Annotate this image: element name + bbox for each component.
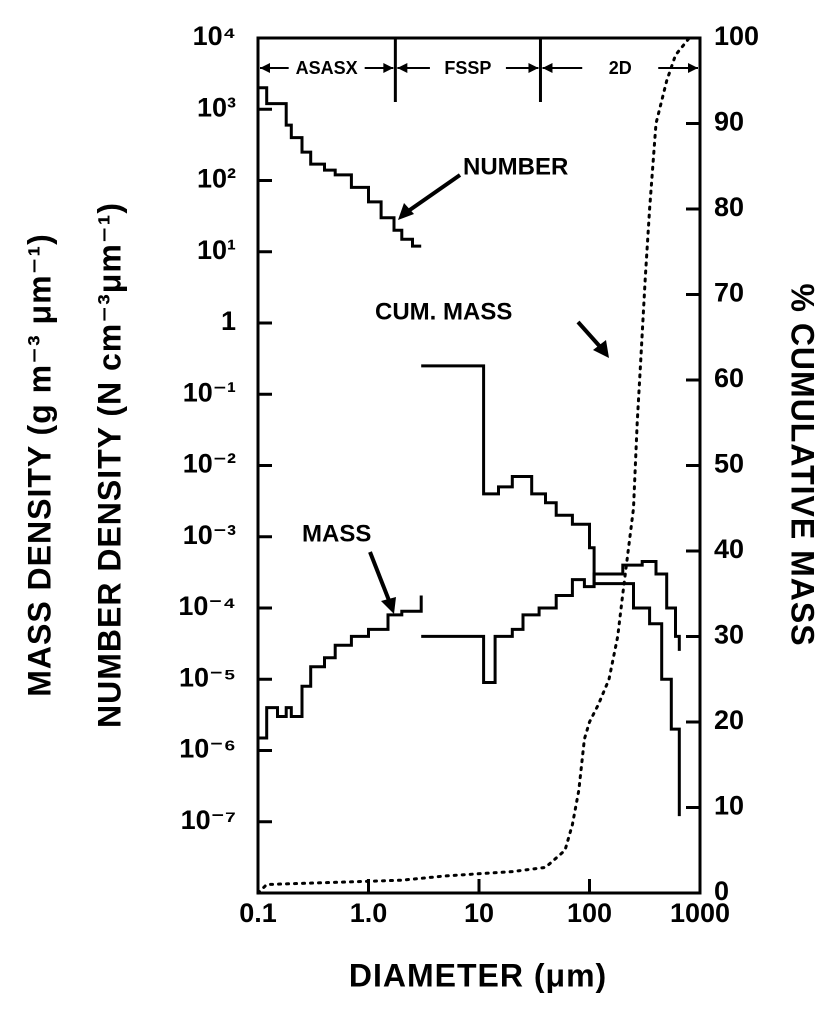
y2-tick-label: 50 bbox=[714, 449, 744, 479]
y2-tick-label: 0 bbox=[714, 876, 729, 906]
y2-axis-label: % CUMULATIVE MASS bbox=[785, 283, 821, 646]
annotation: CUM. MASS bbox=[375, 298, 512, 325]
annotation: MASS bbox=[302, 520, 371, 547]
arrow bbox=[368, 551, 392, 604]
y-axis-label: MASS DENSITY (g m⁻³ μm⁻¹) bbox=[21, 233, 57, 697]
arrow bbox=[402, 173, 462, 216]
y-tick-label: 1 bbox=[221, 306, 236, 336]
x-tick-label: 1000 bbox=[670, 898, 730, 928]
y-tick-label: 10⁻⁴ bbox=[178, 591, 236, 621]
instrument-label: ASASX bbox=[296, 58, 358, 78]
range-arrow bbox=[542, 63, 553, 73]
y-tick-label: 10⁻⁷ bbox=[181, 805, 236, 835]
x-tick-label: 1.0 bbox=[350, 898, 388, 928]
y-tick-label: 10⁻¹ bbox=[183, 377, 236, 407]
annotation: NUMBER bbox=[463, 153, 568, 180]
y-tick-label: 10⁴ bbox=[193, 21, 236, 51]
y-tick-label: 10² bbox=[197, 164, 236, 194]
y2-tick-label: 90 bbox=[714, 107, 744, 137]
series-line bbox=[256, 36, 691, 895]
range-arrow bbox=[397, 63, 408, 73]
range-label-bg bbox=[288, 56, 365, 80]
series-line bbox=[258, 560, 681, 740]
instrument-label: FSSP bbox=[444, 58, 491, 78]
x-tick-label: 100 bbox=[567, 898, 612, 928]
arrowhead bbox=[398, 203, 414, 220]
y-tick-label: 10³ bbox=[197, 92, 236, 122]
series-line bbox=[258, 86, 681, 817]
arrowhead bbox=[593, 340, 609, 358]
y2-tick-label: 100 bbox=[714, 21, 759, 51]
y-axis-label-secondary: NUMBER DENSITY (N cm⁻³μm⁻¹) bbox=[91, 202, 127, 728]
y2-tick-label: 30 bbox=[714, 620, 744, 650]
x-axis-label: DIAMETER (μm) bbox=[349, 957, 607, 993]
y2-tick-label: 80 bbox=[714, 192, 744, 222]
arrow bbox=[576, 320, 605, 352]
y2-tick-label: 20 bbox=[714, 705, 744, 735]
y2-tick-label: 70 bbox=[714, 278, 744, 308]
x-tick-label: 10 bbox=[464, 898, 494, 928]
y2-tick-label: 40 bbox=[714, 534, 744, 564]
range-arrow bbox=[383, 63, 394, 73]
y2-tick-label: 10 bbox=[714, 791, 744, 821]
y2-tick-label: 60 bbox=[714, 363, 744, 393]
range-label-bg bbox=[582, 56, 659, 80]
arrowhead bbox=[381, 597, 396, 614]
x-tick-label: 0.1 bbox=[239, 898, 277, 928]
range-label-bg bbox=[429, 56, 506, 80]
range-arrow bbox=[688, 63, 698, 73]
y-tick-label: 10⁻⁶ bbox=[179, 734, 236, 764]
range-arrow bbox=[260, 63, 270, 73]
instrument-label: 2D bbox=[609, 58, 632, 78]
y-tick-label: 10¹ bbox=[197, 235, 236, 265]
y-tick-label: 10⁻⁵ bbox=[179, 662, 236, 692]
y-tick-label: 10⁻² bbox=[183, 449, 236, 479]
y-tick-label: 10⁻³ bbox=[183, 520, 236, 550]
range-arrow bbox=[528, 63, 539, 73]
